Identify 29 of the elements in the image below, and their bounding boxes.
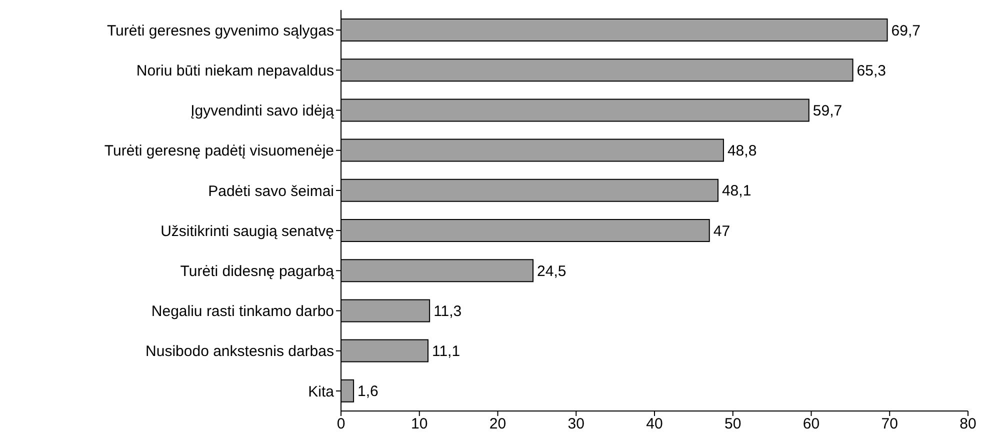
x-tick-label: 30 bbox=[568, 416, 584, 433]
y-tick-label: Noriu būti niekam nepavaldus bbox=[136, 62, 334, 80]
data-label: 47 bbox=[713, 222, 730, 240]
x-tick-label: 20 bbox=[489, 416, 506, 433]
x-tick-label: 70 bbox=[881, 416, 898, 433]
data-label: 48,8 bbox=[727, 142, 757, 160]
y-tick-label: Turėti geresnes gyvenimo sąlygas bbox=[106, 22, 334, 40]
data-label: 1,6 bbox=[358, 383, 378, 400]
x-tick-label: 50 bbox=[724, 416, 742, 433]
data-label: 11,3 bbox=[434, 303, 462, 320]
x-tick-label: 10 bbox=[411, 416, 428, 433]
y-tick-label: Turėti didesnę pagarbą bbox=[180, 262, 335, 280]
data-label: 48,1 bbox=[722, 182, 752, 200]
data-label: 24,5 bbox=[537, 262, 566, 280]
y-tick-label: Nusibodo ankstesnis darbas bbox=[146, 343, 334, 360]
data-label: 69,7 bbox=[891, 22, 920, 40]
x-tick-label: 80 bbox=[960, 416, 976, 433]
x-tick-label: 60 bbox=[802, 416, 820, 433]
y-tick-label: Turėti geresnę padėtį visuomenėje bbox=[104, 142, 334, 160]
y-tick-label: Kita bbox=[308, 383, 335, 400]
data-label: 59,7 bbox=[812, 102, 842, 120]
y-tick-label: Įgyvendinti savo idėją bbox=[190, 102, 335, 120]
data-label: 11,1 bbox=[432, 343, 460, 360]
x-tick-label: 0 bbox=[336, 416, 346, 433]
y-tick-label: Padėti savo šeimai bbox=[208, 182, 334, 200]
y-tick-label: Užsitikrinti saugią senatvę bbox=[160, 222, 334, 240]
data-label: 65,3 bbox=[856, 62, 886, 80]
x-tick-label: 40 bbox=[646, 416, 663, 433]
y-tick-label: Negaliu rasti tinkamo darbo bbox=[151, 303, 334, 320]
